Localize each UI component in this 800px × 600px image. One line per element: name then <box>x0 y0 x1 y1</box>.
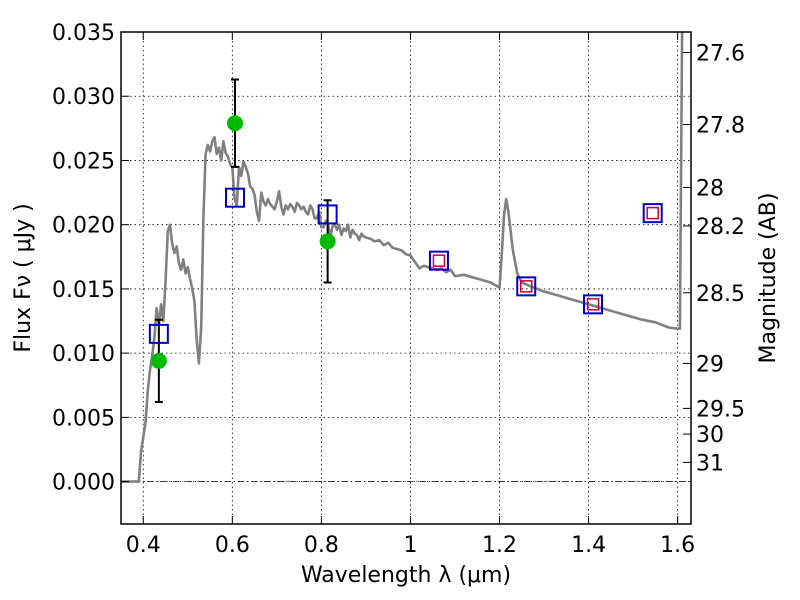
y-tick-label: 0.030 <box>52 85 115 110</box>
red-inner-square <box>432 254 446 267</box>
x-tick-label: 1 <box>403 533 417 558</box>
y2-tick-labels: 27.6 27.8 28 28.2 28.5 29 29.530 31 <box>696 42 745 477</box>
plot-frame <box>120 31 692 525</box>
observed-flux-point <box>319 233 336 250</box>
y2-axis-label: Magnitude (AB) <box>756 193 781 364</box>
y-axis-label: Flux Fν ( μJy ) <box>11 203 36 352</box>
y-tick-label: 0.035 <box>52 21 115 46</box>
y2-tick-label: 28.5 <box>696 282 745 307</box>
y2-tick-label: 29 <box>696 352 724 377</box>
red-inner-square <box>646 206 659 220</box>
x-tick-label: 1.4 <box>571 533 606 558</box>
y2-tick-label: 28 <box>696 176 724 201</box>
y-tick-label: 0.000 <box>52 471 115 496</box>
x-tick-label: 1.6 <box>660 533 695 558</box>
y2-tick-label: 29.5 <box>696 397 745 422</box>
observed-flux-point <box>227 115 243 132</box>
y2-tick-label: 27.6 <box>696 42 745 67</box>
y2-tick-label: 27.8 <box>696 113 745 138</box>
x-tick-label: 1.2 <box>482 533 517 558</box>
model-spectrum <box>121 31 684 483</box>
model-flux-square <box>317 204 338 225</box>
y-tick-labels: 0.000 0.005 0.010 0.015 0.020 0.025 0.030 0.035 <box>52 21 115 496</box>
y2-tick-label: 28.2 <box>696 215 745 240</box>
y-tick-label: 0.010 <box>52 342 115 367</box>
x-tick-label: 0.8 <box>304 533 339 558</box>
data-markers <box>148 115 663 369</box>
x-tick-label: 0.6 <box>215 533 250 558</box>
red-inner-square <box>519 280 533 293</box>
model-flux-square <box>516 276 537 297</box>
y-tick-label: 0.020 <box>52 214 115 239</box>
y-tick-label: 0.025 <box>52 149 115 174</box>
red-inner-square <box>586 298 600 311</box>
model-flux-square <box>583 294 604 315</box>
x-tick-label: 0.4 <box>126 533 161 558</box>
model-flux-square <box>642 203 663 224</box>
x-tick-labels: 0.4 0.6 0.8 1 1.2 1.4 1.6 <box>126 533 695 558</box>
y-tick-label: 0.015 <box>52 278 115 303</box>
model-flux-square <box>225 187 245 208</box>
axis-ticks <box>121 31 691 524</box>
model-flux-square <box>148 323 169 344</box>
observed-flux-point <box>150 352 167 369</box>
x-axis-label: Wavelength λ (μm) <box>301 563 511 588</box>
y2-tick-label: 30 <box>696 423 724 448</box>
spectrum-line <box>121 31 684 483</box>
model-flux-square <box>428 250 449 271</box>
y2-tick-label: 31 <box>696 451 724 476</box>
y-tick-label: 0.005 <box>52 406 115 431</box>
